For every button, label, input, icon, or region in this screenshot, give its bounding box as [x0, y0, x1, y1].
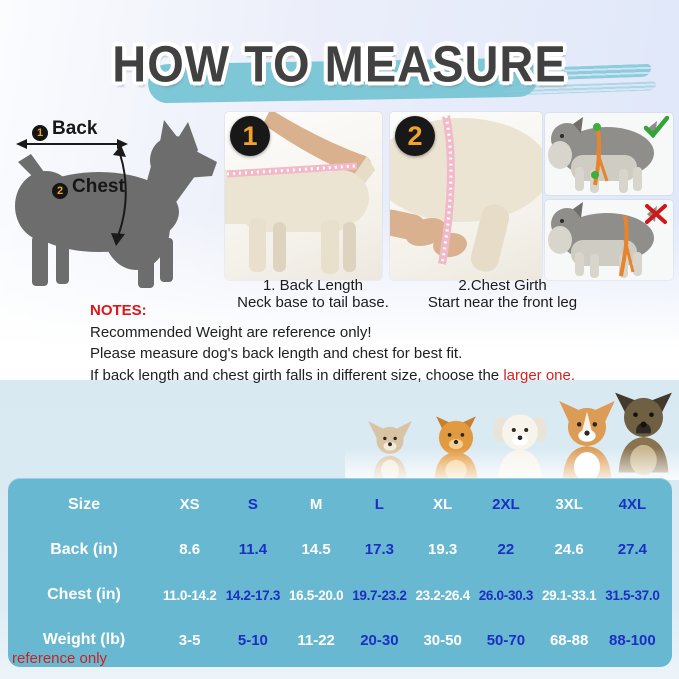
table-cell: 23.2-26.4 — [415, 587, 470, 603]
back-measure-label: 1 Back — [32, 118, 97, 141]
green-check-icon — [643, 116, 669, 138]
column-header: M — [309, 496, 323, 514]
column-header: XS — [179, 496, 200, 514]
step-1-caption: 1. Back Length Neck base to tail base. — [228, 277, 398, 311]
notes-heading: NOTES: — [90, 302, 147, 319]
table-cell: 5-10 — [237, 631, 268, 649]
step-1-caption-subtitle: Neck base to tail base. — [237, 294, 389, 311]
row-header: Chest (in) — [47, 586, 121, 604]
table-cell: 14.5 — [301, 541, 331, 559]
page-title: HOW TO MEASURE — [112, 34, 567, 93]
weight-footnote: reference only — [12, 650, 108, 667]
column-header: 3XL — [555, 496, 583, 514]
table-cell: 31.5-37.0 — [605, 587, 660, 603]
table-cell: 30-50 — [423, 631, 462, 649]
column-header: 4XL — [618, 496, 647, 514]
notes-block: NOTES: Recommended Weight are reference … — [90, 300, 575, 386]
table-cell: 19.7-23.2 — [352, 587, 407, 603]
column-header: S — [247, 496, 258, 514]
size-table: Size XS S M L XL 2XL 3XL 4XL Back (in) 8.6 11.4 14.5… — [8, 478, 672, 667]
chest-measure-label: 2 Chest — [52, 176, 125, 199]
step-1-badge: 1 — [230, 116, 270, 156]
table-cell: 11-22 — [297, 631, 335, 649]
table-cell: 88-100 — [609, 631, 656, 649]
notes-line-3: If back length and chest girth falls in … — [90, 366, 576, 384]
table-cell: 11.0-14.2 — [162, 587, 217, 603]
row-header: Weight (lb) — [42, 631, 126, 649]
table-cell: 22 — [497, 541, 515, 559]
breed-row-fade — [345, 448, 679, 480]
column-header: L — [374, 496, 384, 514]
table-cell: 16.5-20.0 — [288, 587, 344, 603]
size-chart-card: Size XS S M L XL 2XL 3XL 4XL Back (in) 8.6 11.4 14.5… — [8, 478, 672, 667]
schnauzer-wrong-illustration — [548, 202, 657, 278]
table-cell: 8.6 — [179, 541, 201, 559]
step-2-caption: 2.Chest Girth Start near the front leg — [415, 277, 590, 311]
mannequin-back-measure-illustration — [225, 112, 375, 274]
row-header: Back (in) — [50, 540, 118, 558]
wrong-placement-photo — [545, 200, 673, 280]
table-cell: 27.4 — [617, 541, 647, 559]
step-2-caption-subtitle: Start near the front leg — [427, 294, 578, 311]
correct-placement-photo — [545, 113, 673, 195]
table-cell: 24.6 — [554, 541, 584, 559]
table-cell: 29.1-33.1 — [541, 587, 597, 603]
table-cell: 50-70 — [486, 631, 526, 649]
chest-girth-photo: 2 — [390, 112, 542, 280]
chest-girth-arrow-icon — [111, 145, 127, 246]
table-cell: 3-5 — [178, 631, 201, 649]
table-cell: 19.3 — [428, 541, 458, 559]
step-1-caption-title: 1. Back Length — [262, 277, 364, 294]
table-cell: 14.2-17.3 — [225, 587, 281, 603]
step-2-badge: 2 — [395, 116, 435, 156]
table-cell: 17.3 — [364, 541, 394, 559]
schnauzer-correct-illustration — [548, 117, 657, 193]
back-length-arrow-icon — [16, 139, 128, 149]
table-cell: 26.0-30.3 — [478, 587, 534, 603]
step-2-caption-title: 2.Chest Girth — [458, 277, 547, 294]
table-cell: 11.4 — [238, 541, 268, 559]
back-length-photo: 1 — [225, 112, 382, 280]
column-header: 2XL — [492, 496, 520, 514]
larger-one-highlight: larger one. — [503, 366, 576, 384]
size-column-title: Size — [67, 495, 100, 513]
table-cell: 68-88 — [549, 631, 589, 649]
number-2-badge-icon: 2 — [52, 183, 68, 199]
red-x-icon — [645, 204, 667, 224]
number-1-badge-icon: 1 — [32, 125, 48, 141]
notes-line-1: Recommended Weight are reference only! — [90, 323, 372, 341]
table-cell: 20-30 — [360, 631, 399, 649]
column-header: XL — [433, 496, 453, 514]
notes-line-2: Please measure dog's back length and che… — [90, 345, 463, 362]
